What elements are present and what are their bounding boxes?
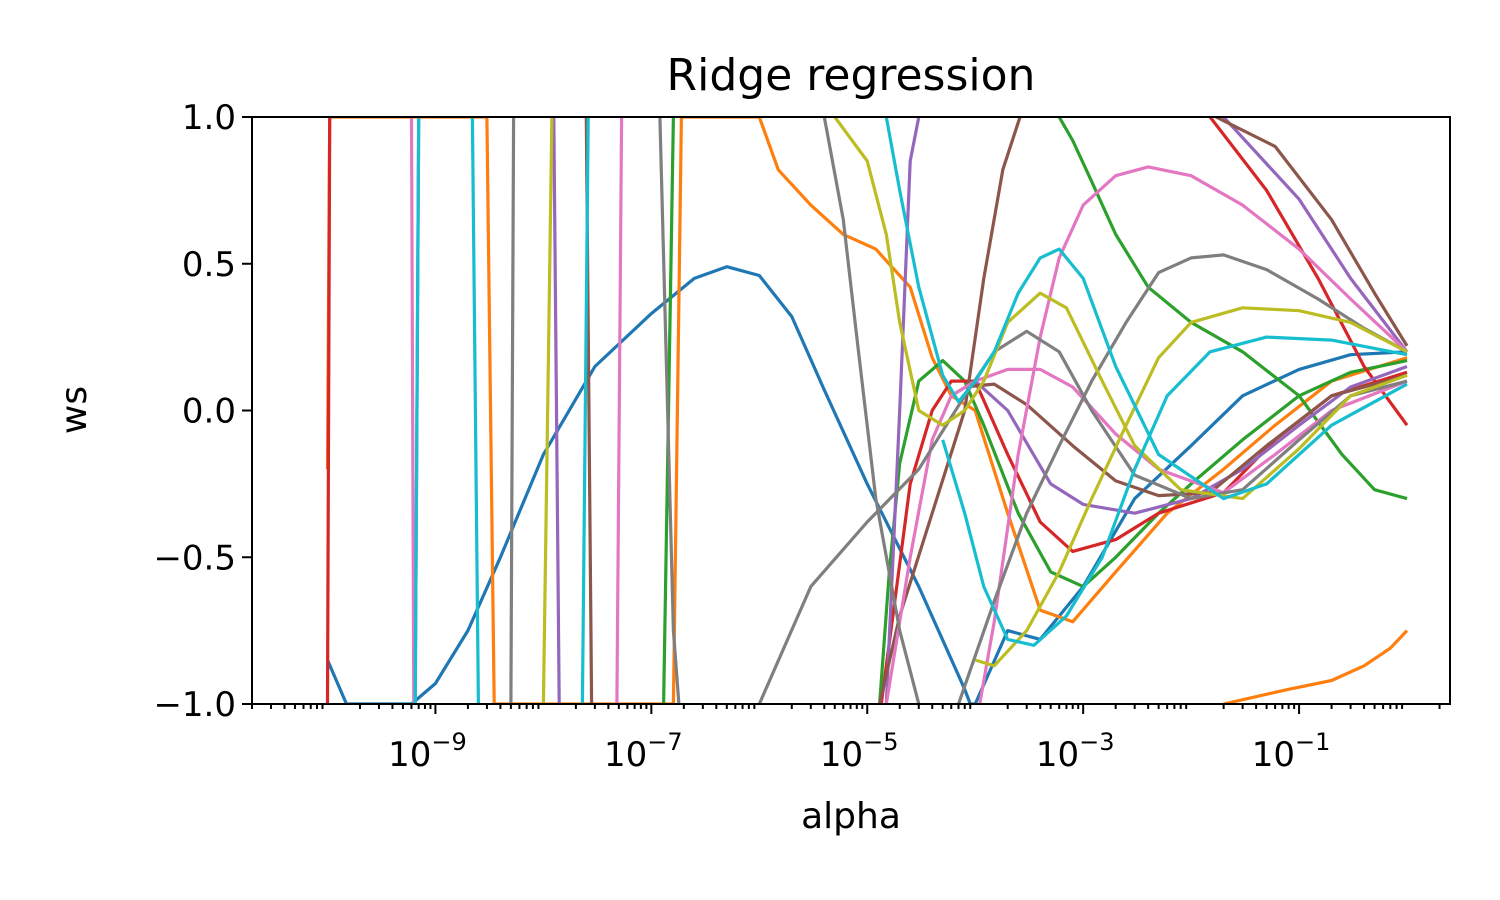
series-line-20	[884, 367, 1408, 704]
series-line-30	[413, 117, 421, 704]
x-tick-label: 10−9	[388, 728, 467, 775]
series-line-19	[615, 117, 624, 704]
series-line-12	[950, 364, 1408, 515]
y-tick-label: −0.5	[153, 538, 236, 578]
y-tick-label: 1.0	[182, 98, 236, 138]
series-line-2	[1223, 629, 1409, 704]
series-line-25	[822, 117, 921, 704]
x-tick-label: 10−1	[1252, 728, 1331, 775]
series-line-21	[978, 165, 1409, 704]
series-line-17	[1215, 117, 1409, 347]
series-line-4	[878, 359, 1408, 704]
series-layer	[325, 117, 1409, 704]
y-tick-label: −1.0	[153, 685, 236, 725]
series-line-10	[552, 117, 561, 704]
series-line-23	[658, 117, 681, 704]
y-tick-label: 0.0	[182, 392, 236, 432]
series-line-16	[964, 373, 1408, 498]
y-tick-label: 0.5	[182, 245, 236, 285]
tick-layer: 10−9 10−7 10−5 10−3 10−1 −1.0 −0.5 0.0 0.5 1.0	[153, 98, 1441, 775]
series-line-27	[541, 117, 554, 704]
x-tick-label: 10−5	[820, 728, 899, 775]
x-tick-label: 10−7	[604, 728, 683, 775]
series-line-32	[580, 117, 590, 704]
x-tick-label: 10−3	[1036, 728, 1115, 775]
series-line-24	[757, 329, 1408, 704]
series-line-29	[974, 306, 1408, 668]
series-line-11	[884, 117, 921, 704]
series-line-31	[470, 117, 480, 704]
series-line-26	[956, 253, 1408, 704]
series-line-6	[325, 117, 332, 704]
chart-title: Ridge regression	[667, 50, 1036, 101]
series-line-33	[884, 117, 1408, 501]
y-axis-label: ws	[54, 386, 95, 434]
x-axis-label: alpha	[801, 796, 901, 837]
series-line-34	[941, 335, 1408, 647]
series-line-13	[1222, 117, 1409, 353]
series-line-22	[509, 117, 516, 704]
series-line-18	[409, 117, 416, 704]
